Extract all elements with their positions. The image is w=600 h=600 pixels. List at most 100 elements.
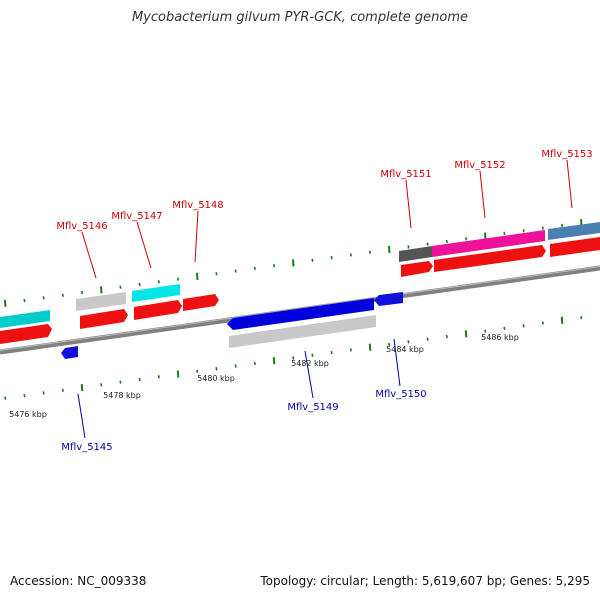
cds-arrow-mflv-5146[interactable] <box>80 309 128 329</box>
minor-tick <box>234 364 237 368</box>
scale-label-5482: 5482 kbp <box>291 359 329 368</box>
gene-label-mflv-5147[interactable]: Mflv_5147 <box>111 211 162 222</box>
minor-tick <box>522 324 525 328</box>
cds-arrow-mflv-5152[interactable] <box>434 245 546 272</box>
gene-bar-mflv-5146[interactable] <box>76 292 126 311</box>
scale-label-5486: 5486 kbp <box>481 333 519 342</box>
minor-tick <box>445 239 448 244</box>
accession-text: Accession: NC_009338 <box>10 574 147 588</box>
minor-tick <box>580 316 583 320</box>
gene-label-mflv-5151[interactable]: Mflv_5151 <box>380 169 431 180</box>
minor-tick <box>61 388 64 392</box>
minor-tick <box>407 245 410 249</box>
major-tick <box>464 330 468 338</box>
major-tick <box>560 316 564 324</box>
minor-tick <box>407 340 410 344</box>
minor-tick <box>330 350 333 355</box>
minor-tick <box>311 353 314 357</box>
major-tick <box>176 370 180 378</box>
gene-label-mflv-5145[interactable]: Mflv_5145 <box>61 442 112 453</box>
forward-tick-row <box>4 219 583 307</box>
major-tick <box>292 259 295 267</box>
major-tick <box>4 299 7 307</box>
minor-tick <box>23 393 26 398</box>
minor-tick <box>215 367 218 371</box>
minor-tick <box>426 337 429 341</box>
cds-arrow-mflv-5151[interactable] <box>401 261 433 277</box>
minor-tick <box>330 255 333 260</box>
minor-tick <box>215 272 218 276</box>
major-tick <box>100 286 103 294</box>
minor-tick <box>311 258 314 262</box>
cds-arrow-mflv-5145[interactable] <box>61 346 78 359</box>
minor-tick <box>561 223 564 227</box>
gene-bar-mflv-5149[interactable] <box>229 315 376 348</box>
label-leaders <box>77 159 573 439</box>
minor-tick <box>503 326 506 331</box>
minor-tick <box>4 396 7 400</box>
minor-tick <box>23 298 26 303</box>
minor-tick <box>42 391 45 395</box>
reverse-tick-row <box>4 316 583 400</box>
gene-bar-mflv-5153[interactable] <box>548 222 600 240</box>
cds-arrow-mflv-5147[interactable] <box>134 300 182 320</box>
cds-arrow-mflv-5148[interactable] <box>183 294 219 311</box>
gene-label-mflv-5153[interactable]: Mflv_5153 <box>541 149 592 160</box>
minor-tick <box>138 377 141 382</box>
gene-bar-cyan-left[interactable] <box>0 310 50 328</box>
minor-tick <box>445 334 448 339</box>
gene-bar-mflv-5147[interactable] <box>132 284 180 302</box>
minor-tick <box>484 329 487 333</box>
minor-tick <box>273 264 276 268</box>
gene-bar-mflv-5151[interactable] <box>399 246 432 262</box>
minor-tick <box>61 293 64 297</box>
gene-label-mflv-5152[interactable]: Mflv_5152 <box>454 160 505 171</box>
major-tick <box>272 357 276 365</box>
major-tick <box>368 343 372 351</box>
major-tick <box>484 232 487 240</box>
cds-arrow-left[interactable] <box>0 324 52 344</box>
minor-tick <box>157 375 160 379</box>
minor-tick <box>253 361 256 365</box>
gene-bar-mflv-5152[interactable] <box>432 230 545 257</box>
cds-arrow-mflv-5149[interactable] <box>227 298 374 330</box>
minor-tick <box>541 321 544 325</box>
major-tick <box>80 383 84 392</box>
minor-tick <box>119 285 122 289</box>
gene-label-mflv-5150[interactable]: Mflv_5150 <box>375 389 426 400</box>
gene-label-mflv-5149[interactable]: Mflv_5149 <box>287 402 338 413</box>
minor-tick <box>465 237 468 241</box>
minor-tick <box>81 290 84 295</box>
minor-tick <box>234 269 237 273</box>
minor-tick <box>522 229 525 233</box>
minor-tick <box>349 253 352 257</box>
scale-label-5476: 5476 kbp <box>9 410 47 419</box>
minor-tick <box>503 231 506 236</box>
minor-tick <box>119 380 122 384</box>
cds-arrow-mflv-5150[interactable] <box>374 292 403 306</box>
minor-tick <box>541 226 544 230</box>
minor-tick <box>42 296 45 300</box>
major-tick <box>196 272 199 280</box>
minor-tick <box>253 266 256 270</box>
cds-arrow-mflv-5153[interactable] <box>550 237 600 257</box>
minor-tick <box>388 342 391 347</box>
minor-tick <box>100 383 103 387</box>
minor-tick <box>196 369 199 374</box>
minor-tick <box>177 277 180 281</box>
gene-label-mflv-5146[interactable]: Mflv_5146 <box>56 221 107 232</box>
scale-label-5484: 5484 kbp <box>386 345 424 354</box>
scale-label-5480: 5480 kbp <box>197 374 235 383</box>
minor-tick <box>426 242 429 246</box>
gene-label-mflv-5148[interactable]: Mflv_5148 <box>172 200 223 211</box>
genome-summary-text: Topology: circular; Length: 5,619,607 bp… <box>260 574 590 588</box>
minor-tick <box>349 348 352 352</box>
minor-tick <box>369 250 372 254</box>
map-title: Mycobacterium gilvum PYR-GCK, complete g… <box>131 10 469 25</box>
major-tick <box>388 245 391 254</box>
minor-tick <box>157 280 160 284</box>
minor-tick <box>292 356 295 360</box>
scale-label-5478: 5478 kbp <box>103 391 141 400</box>
minor-tick <box>138 282 141 287</box>
